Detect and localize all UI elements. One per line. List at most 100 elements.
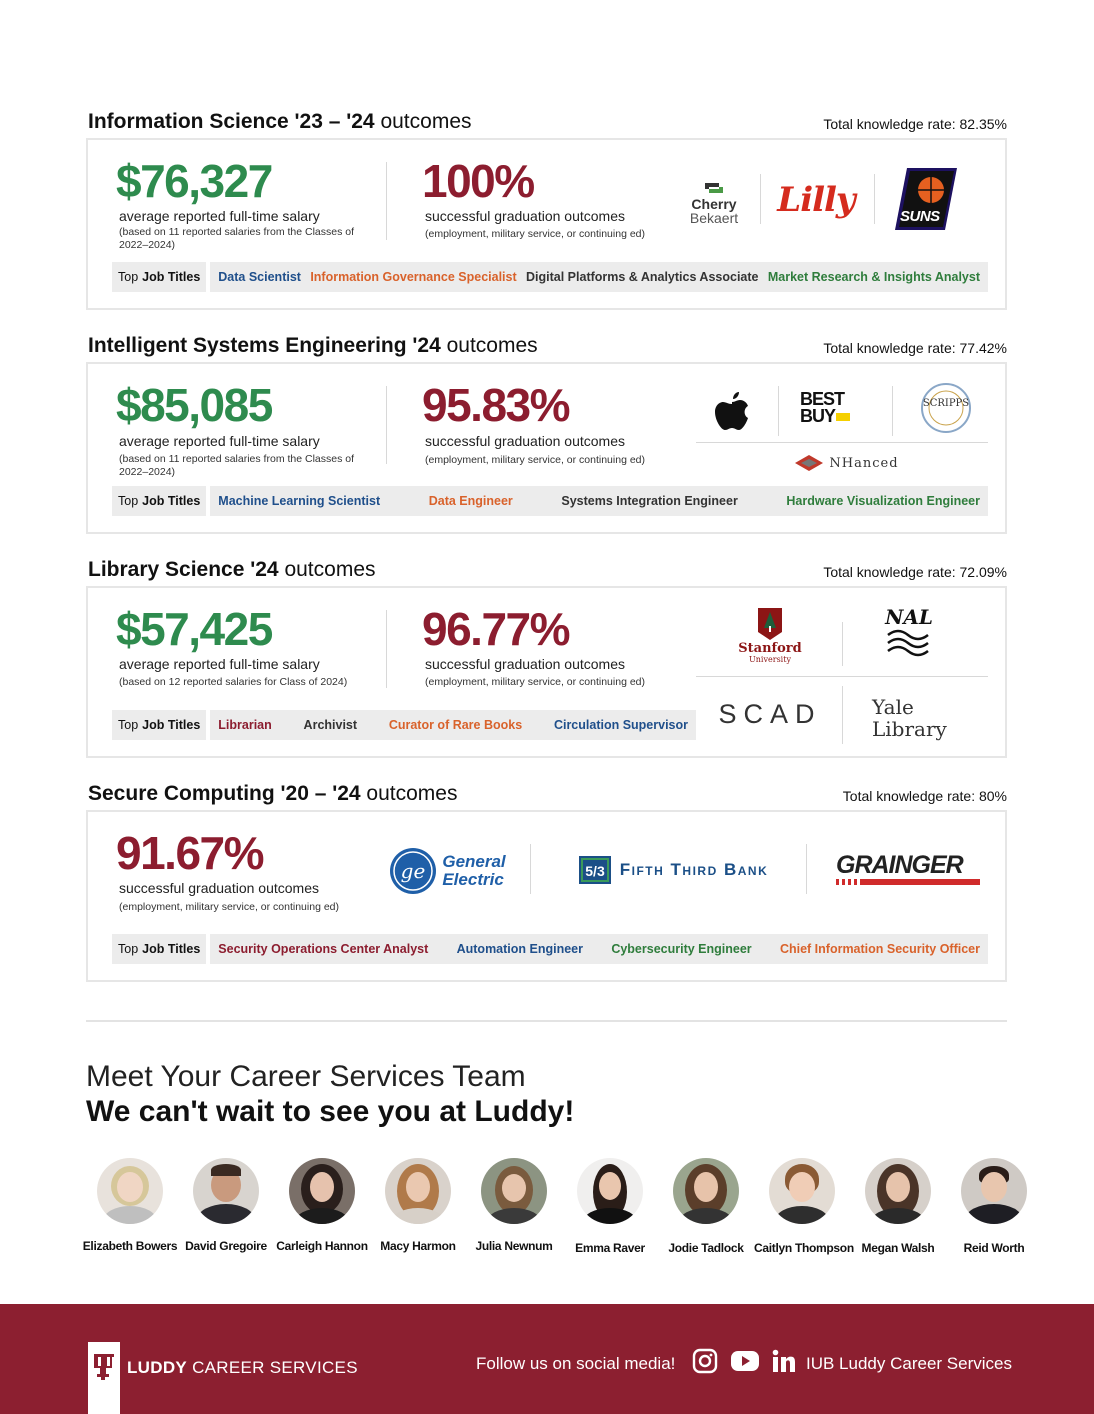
member-name: Emma Raver bbox=[575, 1241, 645, 1255]
scripps-seal-icon bbox=[921, 383, 971, 433]
team-member: Caitlyn Thompson bbox=[754, 1158, 854, 1255]
salary-label: average reported full-time salary bbox=[119, 656, 320, 672]
job-title: Systems Integration Engineer bbox=[561, 494, 738, 508]
team-member: Megan Walsh bbox=[850, 1158, 946, 1255]
divider bbox=[842, 686, 843, 744]
job-title: Data Scientist bbox=[218, 270, 301, 284]
graduation-note: (employment, military service, or contin… bbox=[119, 901, 339, 913]
follow-text: Follow us on social media! bbox=[476, 1354, 676, 1373]
divider bbox=[386, 610, 387, 688]
job-title: Digital Platforms & Analytics Associate bbox=[526, 270, 759, 284]
youtube-icon[interactable] bbox=[730, 1350, 760, 1377]
social-links bbox=[692, 1348, 796, 1379]
salary-value: $85,085 bbox=[116, 379, 273, 431]
graduation-label: successful graduation outcomes bbox=[425, 433, 625, 449]
job-title: Machine Learning Scientist bbox=[218, 494, 381, 508]
stanford-logo: Stanford University bbox=[728, 602, 812, 668]
nhanced-logo: NHanced bbox=[786, 450, 906, 476]
salary-label: average reported full-time salary bbox=[119, 208, 320, 224]
section-header: Intelligent Systems Engineering '24 outc… bbox=[86, 334, 1007, 358]
logo-row-divider bbox=[696, 676, 988, 677]
job-title: Data Engineer bbox=[428, 494, 513, 508]
graduation-note: (employment, military service, or contin… bbox=[425, 676, 645, 688]
job-titles-label: Top Job Titles bbox=[112, 934, 207, 964]
outcomes-card: 91.67% successful graduation outcomes (e… bbox=[86, 810, 1007, 982]
job-titles-label: Top Job Titles bbox=[112, 262, 207, 292]
avatar bbox=[481, 1158, 547, 1224]
nal-logo: NAL bbox=[876, 602, 942, 664]
section-header: Secure Computing '20 – '24 outcomes Tota… bbox=[86, 782, 1007, 806]
svg-text:ge: ge bbox=[401, 859, 426, 883]
section-information-science: Information Science '23 – '24 outcomes T… bbox=[86, 110, 1007, 310]
grainger-stripes-icon bbox=[836, 878, 980, 885]
graduation-value: 91.67% bbox=[116, 827, 265, 879]
yale-library-logo: Yale Library bbox=[872, 695, 947, 741]
section-intelligent-systems: Intelligent Systems Engineering '24 outc… bbox=[86, 334, 1007, 534]
knowledge-rate: Total knowledge rate: 82.35% bbox=[823, 116, 1007, 132]
job-title: Automation Engineer bbox=[456, 942, 584, 956]
team-subheading: We can't wait to see you at Luddy! bbox=[86, 1095, 575, 1128]
section-title: Intelligent Systems Engineering '24 outc… bbox=[88, 334, 538, 357]
job-title: Chief Information Security Officer bbox=[779, 942, 980, 956]
knowledge-rate: Total knowledge rate: 72.09% bbox=[823, 564, 1007, 580]
salary-note: (based on 11 reported salaries from the … bbox=[119, 453, 355, 478]
section-divider bbox=[86, 1020, 1007, 1022]
knowledge-rate: Total knowledge rate: 77.42% bbox=[823, 340, 1007, 356]
member-name: Megan Walsh bbox=[861, 1241, 935, 1255]
graduation-value: 100% bbox=[422, 155, 535, 207]
linkedin-icon[interactable] bbox=[772, 1349, 796, 1378]
instagram-icon[interactable] bbox=[692, 1348, 718, 1379]
ge-monogram-icon: ge bbox=[390, 848, 437, 894]
graduation-label: successful graduation outcomes bbox=[425, 656, 625, 672]
job-titles-label: Top Job Titles bbox=[112, 486, 207, 516]
divider bbox=[842, 622, 843, 666]
team-member: Macy Harmon bbox=[370, 1158, 466, 1253]
member-name: Reid Worth bbox=[963, 1241, 1025, 1255]
outcomes-card: $57,425 average reported full-time salar… bbox=[86, 586, 1007, 758]
job-title: Market Research & Insights Analyst bbox=[767, 270, 980, 284]
team-member: Reid Worth bbox=[946, 1158, 1042, 1255]
scad-logo: SCAD bbox=[718, 698, 822, 729]
job-titles-list: Security Operations Center Analyst Autom… bbox=[210, 934, 988, 964]
divider bbox=[778, 386, 779, 436]
job-titles-list: Data Scientist Information Governance Sp… bbox=[210, 262, 988, 292]
grainger-logo: GRAINGER bbox=[836, 848, 986, 890]
section-title: Information Science '23 – '24 outcomes bbox=[88, 110, 472, 133]
member-name: Caitlyn Thompson bbox=[754, 1241, 854, 1255]
job-title: Security Operations Center Analyst bbox=[218, 942, 429, 956]
general-electric-logo: ge General Electric bbox=[386, 844, 508, 898]
fifth-third-mark-icon: 5/3 bbox=[578, 856, 611, 884]
job-title: Curator of Rare Books bbox=[388, 718, 523, 732]
team-member: Jodie Tadlock bbox=[658, 1158, 754, 1255]
section-header: Information Science '23 – '24 outcomes T… bbox=[86, 110, 1007, 134]
team-member: Elizabeth Bowers bbox=[82, 1158, 178, 1253]
avatar bbox=[577, 1158, 643, 1224]
team-heading: Meet Your Career Services Team bbox=[86, 1060, 526, 1093]
job-title: Cybersecurity Engineer bbox=[611, 942, 752, 956]
section-title: Secure Computing '20 – '24 outcomes bbox=[88, 782, 458, 805]
job-title: Hardware Visualization Engineer bbox=[786, 494, 980, 508]
avatar bbox=[961, 1158, 1027, 1224]
team-member: Julia Newnum bbox=[466, 1158, 562, 1253]
job-title: Librarian bbox=[218, 718, 272, 732]
section-header: Library Science '24 outcomes Total knowl… bbox=[86, 558, 1007, 582]
top-job-titles: Top Job Titles Security Operations Center… bbox=[112, 934, 988, 964]
top-job-titles: Top Job Titles Data Scientist Information… bbox=[112, 262, 988, 292]
phoenix-suns-logo: SUNS bbox=[892, 166, 960, 232]
team-member: David Gregoire bbox=[178, 1158, 274, 1253]
salary-value: $57,425 bbox=[116, 603, 273, 655]
job-title: Information Governance Specialist bbox=[310, 270, 517, 284]
salary-note: (based on 12 reported salaries for Class… bbox=[119, 676, 348, 688]
nal-waves-icon bbox=[887, 629, 929, 657]
iu-trident-icon bbox=[94, 1354, 114, 1380]
stanford-tree-icon bbox=[758, 608, 782, 640]
svg-text:5/3: 5/3 bbox=[585, 863, 605, 879]
section-title: Library Science '24 outcomes bbox=[88, 558, 376, 581]
logo-row-divider bbox=[696, 442, 988, 443]
scripps-logo: SCRIPPS bbox=[916, 380, 976, 436]
team-members: Elizabeth Bowers David Gregoire Carleigh… bbox=[82, 1158, 1042, 1258]
graduation-value: 95.83% bbox=[422, 379, 571, 431]
best-buy-logo: BEST BUY bbox=[800, 388, 864, 428]
avatar bbox=[769, 1158, 835, 1224]
best-buy-tag-icon bbox=[836, 412, 851, 421]
